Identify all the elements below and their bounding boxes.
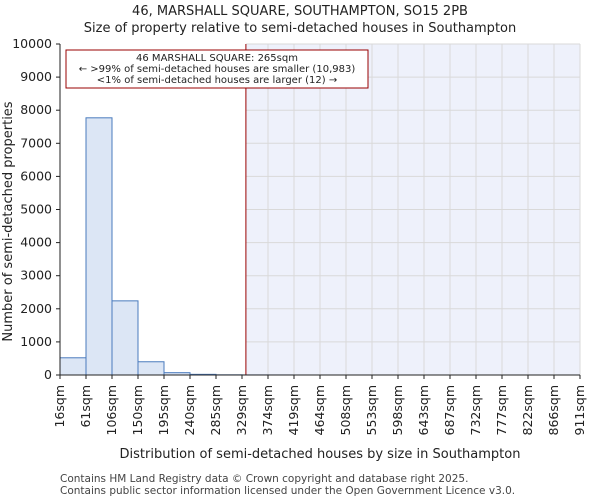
chart: 0 1000 2000 3000 4000 5000 6000 7000 8000 9000 100… (1, 36, 587, 462)
x-tick-label: 285sqm (208, 385, 223, 435)
x-tick-label: 106sqm (104, 385, 119, 435)
x-tick-label: 419sqm (286, 385, 301, 435)
x-tick-label: 195sqm (156, 385, 171, 435)
y-tick-label: 1000 (20, 334, 52, 349)
y-tick-label: 6000 (20, 168, 52, 183)
x-tick-label: 911sqm (572, 385, 587, 435)
x-tick-label: 508sqm (338, 385, 353, 435)
bar (59, 357, 87, 376)
y-tick-label: 3000 (20, 268, 52, 283)
x-tick-label: 866sqm (546, 385, 561, 435)
x-tick-label: 643sqm (416, 385, 431, 435)
x-tick-label: 16sqm (52, 385, 67, 428)
x-tick-label: 732sqm (468, 385, 483, 435)
x-tick-label: 61sqm (78, 385, 93, 428)
x-tick-label: 329sqm (234, 385, 249, 435)
x-tick-label: 598sqm (390, 385, 405, 435)
x-tick-label: 822sqm (520, 385, 535, 435)
y-tick-label: 5000 (20, 202, 52, 217)
y-tick-label: 10000 (12, 36, 52, 51)
x-tick-label: 553sqm (364, 385, 379, 435)
x-tick-label: 150sqm (130, 385, 145, 435)
x-tick-label: 687sqm (442, 385, 457, 435)
footer-line-2: Contains public sector information licen… (60, 485, 516, 497)
chart-subtitle: Size of property relative to semi-detach… (83, 21, 517, 36)
y-tick-label: 7000 (20, 135, 52, 150)
annotation-line: ← >99% of semi-detached houses are small… (79, 64, 356, 75)
x-tick-label: 240sqm (182, 385, 197, 435)
x-axis-label: Distribution of semi-detached houses by … (120, 447, 521, 462)
annotation-box (65, 49, 369, 89)
bar (85, 117, 113, 376)
y-tick-label: 0 (44, 367, 52, 382)
y-tick-label: 4000 (20, 235, 52, 250)
y-tick-label: 2000 (20, 301, 52, 316)
y-tick-label: 8000 (20, 102, 52, 117)
bar (111, 300, 139, 376)
y-axis-label: Number of semi-detached properties (1, 101, 16, 341)
x-tick-label: 777sqm (494, 385, 509, 435)
x-tick-label: 374sqm (260, 385, 275, 435)
annotation-line: <1% of semi-detached houses are larger (… (97, 75, 337, 86)
bar (137, 361, 165, 376)
y-tick-label: 9000 (20, 69, 52, 84)
annotation-line: 46 MARSHALL SQUARE: 265sqm (136, 53, 298, 64)
x-tick-label: 464sqm (312, 385, 327, 435)
footer-line-1: Contains HM Land Registry data © Crown c… (60, 473, 469, 485)
chart-title: 46, MARSHALL SQUARE, SOUTHAMPTON, SO15 2… (132, 4, 468, 19)
